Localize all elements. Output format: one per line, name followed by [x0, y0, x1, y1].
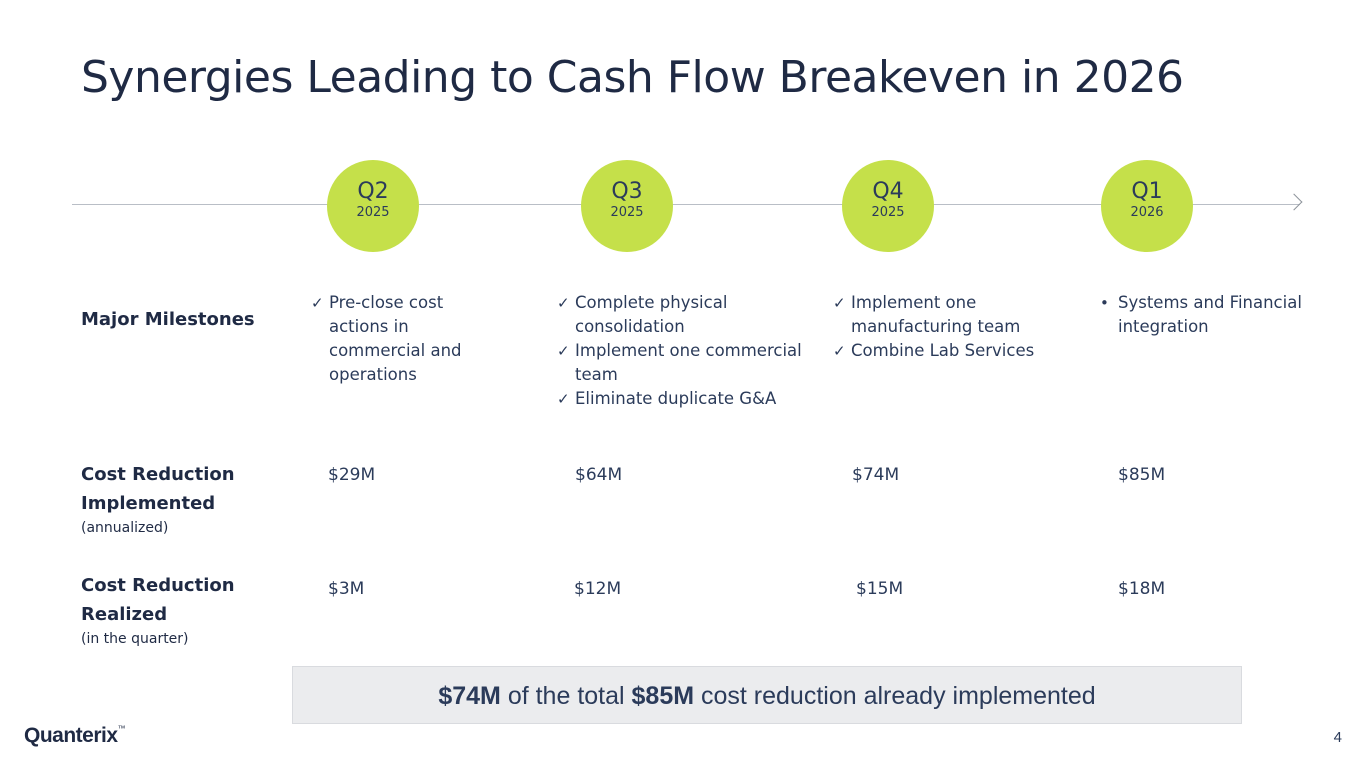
company-logo: Quanterix™	[24, 724, 126, 747]
summary-text: cost reduction already implemented	[694, 682, 1096, 710]
quarter-marker-q4-2025: Q4 2025	[842, 160, 934, 252]
timeline-line	[72, 204, 1300, 205]
cost-implemented-q3-2025: $64M	[575, 465, 623, 485]
row-label-milestones: Major Milestones	[81, 309, 255, 330]
checkmark-icon: ✓	[557, 390, 570, 408]
row-sublabel: (annualized)	[81, 520, 169, 536]
summary-text: of the total	[500, 682, 632, 710]
checkmark-icon: ✓	[311, 294, 324, 312]
checkmark-icon: ✓	[557, 342, 570, 360]
row-label-line: Realized	[81, 604, 168, 625]
quarter-label: Q1	[1131, 179, 1163, 204]
milestone-item: ✓ Implement one commercial team	[557, 341, 802, 384]
row-label-cost-implemented: Cost Reduction Implemented (annualized)	[81, 460, 235, 538]
row-label-line: Implemented	[81, 493, 216, 514]
row-label-line: Cost Reduction	[81, 464, 235, 485]
milestone-list-q1-2026: • Systems and Financial integration	[1100, 291, 1330, 339]
checkmark-icon: ✓	[833, 294, 846, 312]
milestone-item: ✓ Eliminate duplicate G&A	[557, 387, 807, 411]
page-title: Synergies Leading to Cash Flow Breakeven…	[81, 52, 1184, 103]
quarter-marker-q3-2025: Q3 2025	[581, 160, 673, 252]
quarter-year: 2025	[871, 205, 905, 220]
cost-realized-q3-2025: $12M	[574, 579, 622, 599]
cost-realized-q4-2025: $15M	[856, 579, 904, 599]
cost-implemented-q4-2025: $74M	[852, 465, 900, 485]
milestone-item: ✓ Combine Lab Services	[833, 339, 1053, 363]
quarter-label: Q3	[611, 179, 643, 204]
cost-realized-q2-2025: $3M	[328, 579, 365, 599]
row-sublabel: (in the quarter)	[81, 631, 189, 647]
checkmark-icon: ✓	[557, 294, 570, 312]
summary-highlight: $74M	[438, 682, 501, 710]
quarter-marker-q2-2025: Q2 2025	[327, 160, 419, 252]
milestone-item: • Systems and Financial integration	[1100, 293, 1302, 336]
row-label-cost-realized: Cost Reduction Realized (in the quarter)	[81, 571, 235, 649]
page-number: 4	[1333, 729, 1342, 746]
cost-implemented-q2-2025: $29M	[328, 465, 376, 485]
summary-highlight: $85M	[631, 682, 695, 710]
quarter-year: 2025	[610, 205, 644, 220]
bullet-icon: •	[1100, 294, 1109, 312]
row-label-line: Cost Reduction	[81, 575, 235, 596]
timeline-arrow-icon	[1285, 193, 1303, 211]
quarter-year: 2026	[1130, 205, 1164, 220]
quarter-label: Q4	[872, 179, 904, 204]
milestone-item: ✓ Complete physical consolidation	[557, 293, 728, 336]
quarter-label: Q2	[357, 179, 389, 204]
cost-realized-q1-2026: $18M	[1118, 579, 1166, 599]
milestone-item: ✓ Pre-close cost actions in commercial an…	[311, 293, 462, 384]
quarter-year: 2025	[356, 205, 390, 220]
milestone-list-q3-2025: ✓ Complete physical consolidation ✓ Implem…	[557, 291, 807, 411]
milestone-list-q4-2025: ✓ Implement one manufacturing team ✓ Combi…	[833, 291, 1053, 363]
quarter-marker-q1-2026: Q1 2026	[1101, 160, 1193, 252]
summary-callout: $74M of the total $85M cost reduction al…	[292, 666, 1242, 724]
milestone-item: ✓ Implement one manufacturing team	[833, 293, 1021, 336]
milestone-list-q2-2025: ✓ Pre-close cost actions in commercial an…	[311, 291, 481, 387]
cost-implemented-q1-2026: $85M	[1118, 465, 1166, 485]
checkmark-icon: ✓	[833, 342, 846, 360]
